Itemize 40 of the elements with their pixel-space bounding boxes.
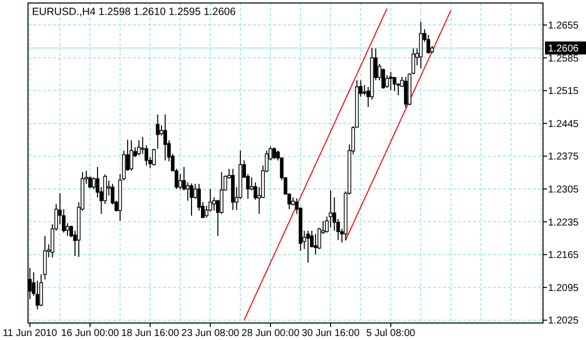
candlestick: [156, 114, 160, 150]
y-tick-label: 1.2305: [548, 184, 580, 196]
candlestick: [404, 76, 408, 108]
chart-title: EURUSD.,H4 1.2598 1.2610 1.2595 1.2606: [32, 6, 236, 18]
ref-line-label: 1.2606: [548, 43, 580, 54]
line-series: [345, 10, 452, 241]
y-tick-label: 1.2165: [548, 250, 580, 262]
x-tick-label: 11 Jun 2010: [2, 328, 58, 339]
candlestick: [186, 182, 190, 202]
x-tick-label: 23 Jun 08:00: [181, 328, 240, 339]
candlestick: [272, 146, 276, 160]
candlestick: [388, 71, 393, 91]
y-tick-label: 1.2445: [548, 118, 580, 130]
y-tick-label: 1.2095: [548, 282, 580, 294]
candlestick: [412, 48, 416, 75]
candlestick: [137, 140, 141, 156]
candlestick: [190, 182, 194, 216]
candlestick: [39, 274, 43, 307]
candlestick: [419, 21, 423, 70]
candlestick: [163, 114, 168, 161]
x-tick-label: 18 Jun 16:00: [121, 328, 180, 339]
candlestick: [92, 176, 96, 190]
candlestick: [152, 148, 156, 166]
y-tick-label: 1.2235: [548, 217, 580, 228]
y-tick-label: 1.2515: [548, 86, 580, 98]
candlestick: [43, 235, 47, 280]
candlestick: [130, 140, 134, 172]
y-tick-label: 1.2375: [548, 152, 580, 163]
line-series: [244, 8, 388, 321]
y-tick-label: 1.2025: [548, 316, 580, 327]
candlestick: [381, 68, 386, 90]
x-tick-label: 28 Jun 00:00: [242, 328, 300, 339]
x-tick-label: 16 Jun 00:00: [61, 328, 120, 339]
x-tick-label: 30 Jun 16:00: [302, 328, 360, 339]
candlestick: [178, 174, 182, 190]
candlestick: [362, 84, 366, 96]
candlestick: [306, 230, 310, 264]
y-tick-label: 1.2655: [548, 20, 580, 32]
x-tick-label: 5 Jul 08:00: [366, 328, 416, 339]
y-tick-label: 1.2585: [548, 53, 580, 64]
